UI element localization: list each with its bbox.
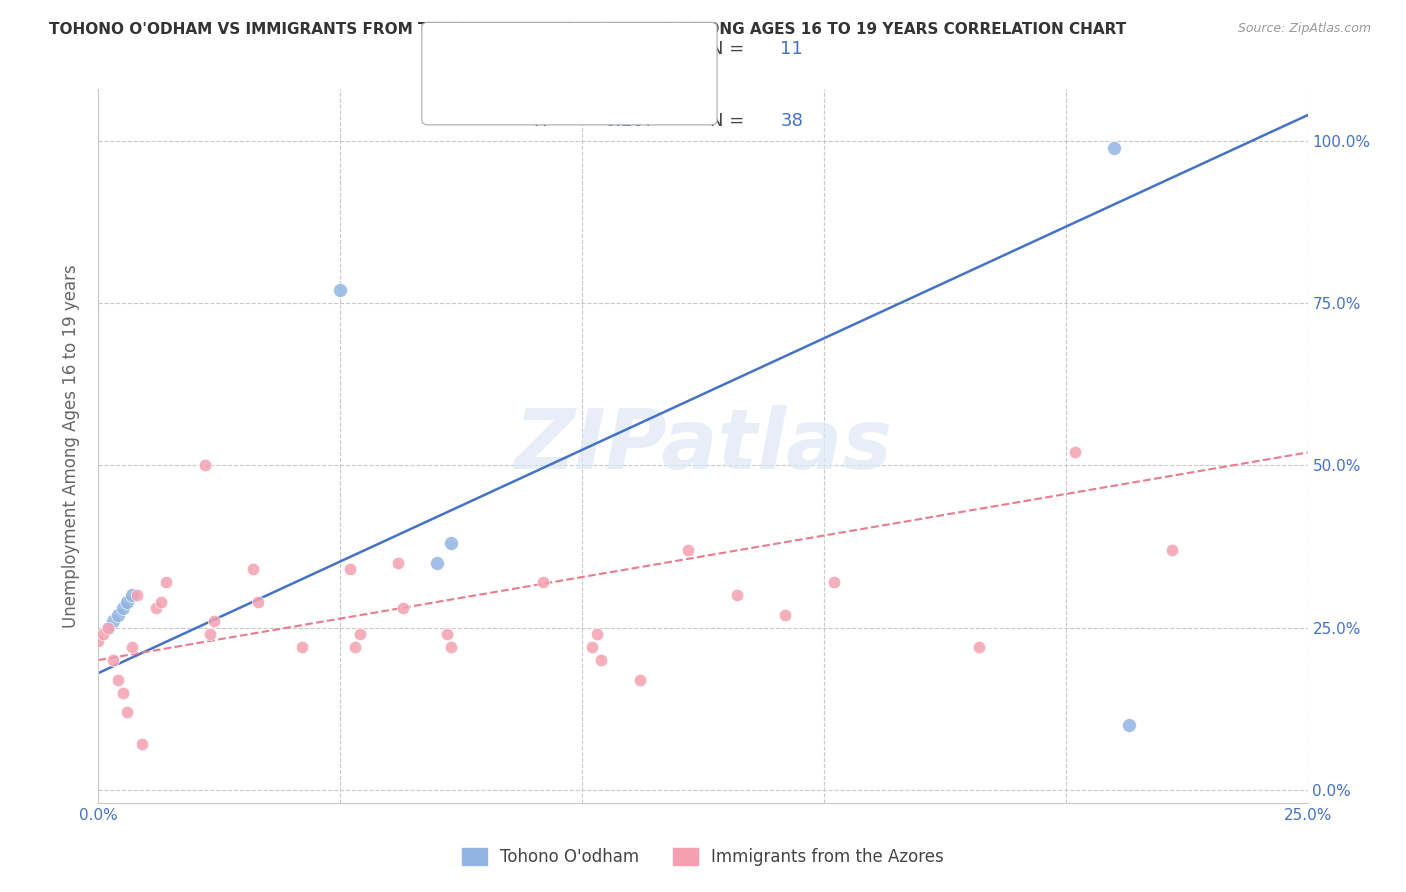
Point	[426, 556, 449, 570]
Text: 0.677: 0.677	[605, 40, 657, 58]
Point	[117, 595, 139, 609]
Point	[678, 542, 700, 557]
Point	[343, 640, 366, 654]
Point	[591, 653, 613, 667]
Point	[111, 685, 134, 699]
Point	[1118, 718, 1140, 732]
Point	[440, 536, 463, 550]
Point	[290, 640, 312, 654]
Point	[339, 562, 361, 576]
Point	[194, 458, 217, 473]
Point	[121, 588, 143, 602]
Point	[155, 575, 177, 590]
Point	[145, 601, 167, 615]
Point	[1161, 542, 1184, 557]
Point	[101, 614, 124, 628]
Point	[329, 283, 352, 297]
Text: R =: R =	[534, 112, 574, 130]
Point	[436, 627, 458, 641]
Point	[91, 627, 114, 641]
Text: 11: 11	[780, 40, 803, 58]
Point	[107, 673, 129, 687]
Text: ZIPatlas: ZIPatlas	[515, 406, 891, 486]
Point	[117, 705, 139, 719]
Point	[387, 556, 409, 570]
Point	[97, 621, 120, 635]
Point	[121, 640, 143, 654]
Text: N =: N =	[710, 40, 749, 58]
Point	[725, 588, 748, 602]
Text: 0.207: 0.207	[605, 112, 655, 130]
Point	[131, 738, 153, 752]
Point	[150, 595, 173, 609]
Legend: Tohono O'odham, Immigrants from the Azores: Tohono O'odham, Immigrants from the Azor…	[456, 841, 950, 873]
Point	[97, 621, 120, 635]
Point	[392, 601, 415, 615]
Point	[127, 588, 149, 602]
Point	[773, 607, 796, 622]
Point	[823, 575, 845, 590]
Point	[349, 627, 371, 641]
Point	[440, 640, 463, 654]
Text: 38: 38	[780, 112, 803, 130]
Text: Source: ZipAtlas.com: Source: ZipAtlas.com	[1237, 22, 1371, 36]
Point	[107, 607, 129, 622]
Point	[581, 640, 603, 654]
Point	[101, 653, 124, 667]
Point	[111, 601, 134, 615]
Point	[585, 627, 607, 641]
Point	[198, 627, 221, 641]
Point	[247, 595, 270, 609]
Point	[204, 614, 226, 628]
Point	[1102, 140, 1125, 154]
Point	[87, 633, 110, 648]
Point	[628, 673, 651, 687]
Point	[242, 562, 264, 576]
Point	[967, 640, 990, 654]
Point	[531, 575, 554, 590]
Point	[1064, 445, 1087, 459]
Text: N =: N =	[710, 112, 749, 130]
Y-axis label: Unemployment Among Ages 16 to 19 years: Unemployment Among Ages 16 to 19 years	[62, 264, 80, 628]
Text: R =: R =	[534, 40, 574, 58]
Text: TOHONO O'ODHAM VS IMMIGRANTS FROM THE AZORES UNEMPLOYMENT AMONG AGES 16 TO 19 YE: TOHONO O'ODHAM VS IMMIGRANTS FROM THE AZ…	[49, 22, 1126, 37]
